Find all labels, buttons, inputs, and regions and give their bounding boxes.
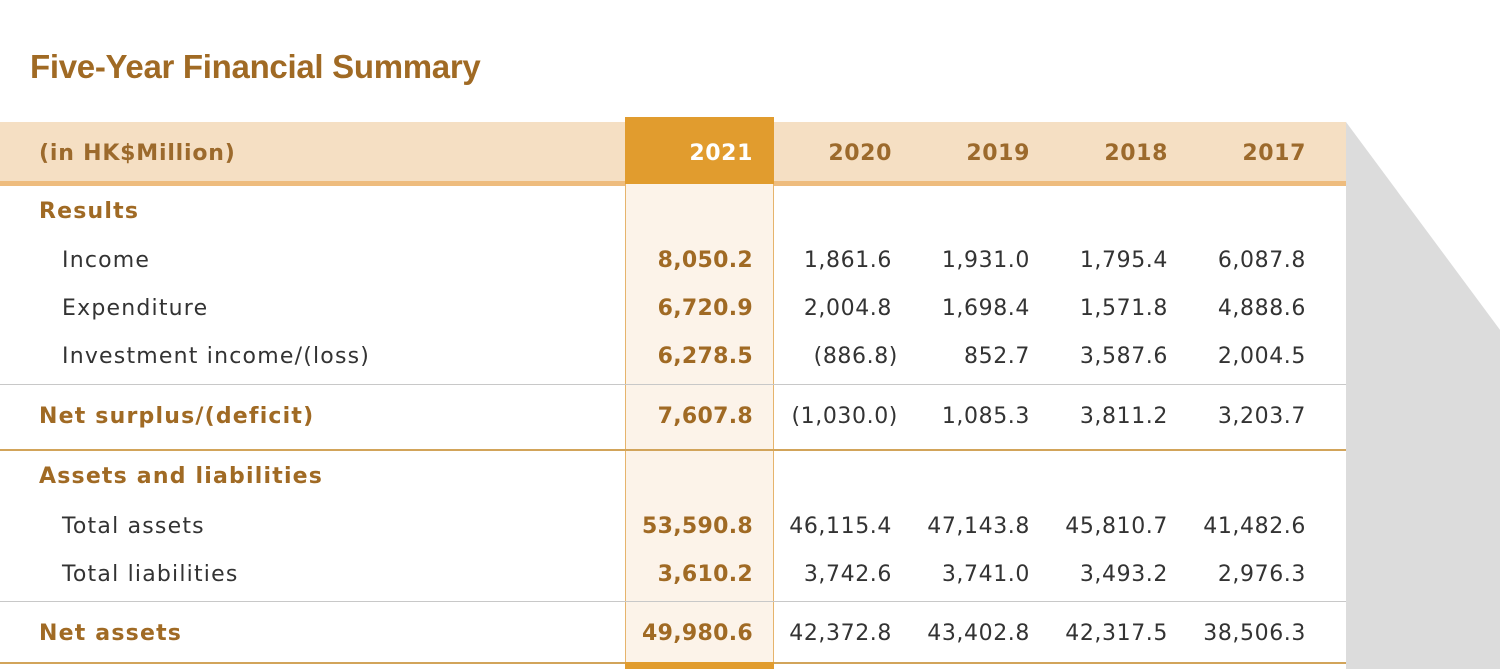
row-label-expenditure: Expenditure	[62, 296, 209, 321]
highlight-column-header	[625, 117, 774, 184]
cell-total-liabilities-2017: 2,976.3	[1217, 562, 1306, 587]
year-header-2017: 2017	[1242, 141, 1306, 166]
section-heading-assets: Assets and liabilities	[39, 464, 324, 489]
row-label-total-liabilities: Total liabilities	[62, 562, 239, 587]
cell-total-liabilities-2020: 3,742.6	[803, 562, 892, 587]
cell-income-2020: 1,861.6	[803, 248, 892, 273]
row-label-income: Income	[62, 248, 151, 273]
cell-total-assets-2021: 53,590.8	[642, 514, 753, 539]
row-label-net-surplus: Net surplus/(deficit)	[39, 404, 315, 429]
cell-investment-2018: 3,587.6	[1079, 344, 1168, 369]
cell-net-surplus-2019: 1,085.3	[941, 404, 1030, 429]
cell-total-assets-2019: 47,143.8	[927, 514, 1030, 539]
unit-label: (in HK$Million)	[39, 141, 236, 166]
cell-net-surplus-2018: 3,811.2	[1079, 404, 1168, 429]
highlight-column-body	[625, 184, 774, 669]
year-header-2021: 2021	[689, 141, 753, 166]
cell-income-2021: 8,050.2	[657, 248, 753, 273]
cell-expenditure-2021: 6,720.9	[657, 296, 753, 321]
cell-income-2018: 1,795.4	[1079, 248, 1168, 273]
cell-total-assets-2017: 41,482.6	[1203, 514, 1306, 539]
cell-investment-2021: 6,278.5	[657, 344, 753, 369]
cell-investment-2017: 2,004.5	[1217, 344, 1306, 369]
cell-total-assets-2018: 45,810.7	[1065, 514, 1168, 539]
cell-total-assets-2020: 46,115.4	[789, 514, 892, 539]
cell-net-assets-2020: 42,372.8	[789, 621, 892, 646]
divider-assets	[0, 601, 1346, 602]
cell-net-surplus-2017: 3,203.7	[1217, 404, 1306, 429]
year-header-2020: 2020	[828, 141, 892, 166]
row-label-total-assets: Total assets	[62, 514, 205, 539]
cell-total-liabilities-2021: 3,610.2	[657, 562, 753, 587]
cell-investment-2020: (886.8)	[813, 344, 898, 369]
cell-expenditure-2020: 2,004.8	[803, 296, 892, 321]
row-label-investment-income: Investment income/(loss)	[62, 344, 371, 369]
year-header-2018: 2018	[1104, 141, 1168, 166]
cell-net-surplus-2021: 7,607.8	[657, 404, 753, 429]
highlight-column-footer	[625, 662, 774, 669]
cell-total-liabilities-2018: 3,493.2	[1079, 562, 1168, 587]
divider-net-surplus	[0, 449, 1346, 451]
cell-investment-2019: 852.7	[964, 344, 1030, 369]
cell-expenditure-2018: 1,571.8	[1079, 296, 1168, 321]
cell-income-2019: 1,931.0	[941, 248, 1030, 273]
year-header-2019: 2019	[966, 141, 1030, 166]
cell-expenditure-2019: 1,698.4	[941, 296, 1030, 321]
page-shadow	[1346, 122, 1500, 669]
cell-expenditure-2017: 4,888.6	[1217, 296, 1306, 321]
cell-net-assets-2021: 49,980.6	[642, 621, 753, 646]
row-label-net-assets: Net assets	[39, 621, 183, 646]
cell-net-assets-2019: 43,402.8	[927, 621, 1030, 646]
page-title: Five-Year Financial Summary	[30, 48, 481, 85]
cell-total-liabilities-2019: 3,741.0	[941, 562, 1030, 587]
cell-net-assets-2017: 38,506.3	[1203, 621, 1306, 646]
section-heading-results: Results	[39, 199, 140, 224]
cell-net-assets-2018: 42,317.5	[1065, 621, 1168, 646]
divider-results	[0, 384, 1346, 385]
cell-net-surplus-2020: (1,030.0)	[791, 404, 898, 429]
cell-income-2017: 6,087.8	[1217, 248, 1306, 273]
